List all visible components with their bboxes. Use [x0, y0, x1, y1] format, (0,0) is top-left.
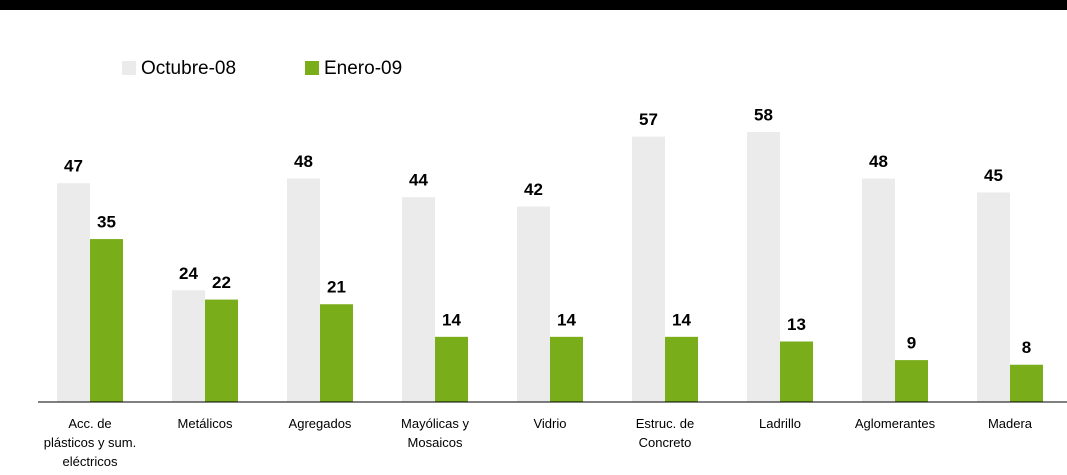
bar	[1010, 364, 1043, 402]
bar	[402, 197, 435, 402]
data-label: 8	[1022, 338, 1031, 357]
bar	[862, 178, 895, 402]
data-label: 24	[179, 264, 198, 283]
data-label: 35	[97, 213, 116, 232]
bar	[977, 192, 1010, 402]
bar	[287, 178, 320, 402]
data-label: 14	[672, 310, 691, 329]
legend-label: Enero-09	[324, 58, 402, 79]
data-label: 13	[787, 315, 806, 334]
legend-swatch	[122, 61, 136, 75]
data-label: 14	[442, 310, 461, 329]
bar	[747, 132, 780, 402]
x-tick-label: Estruc. de Concreto	[635, 416, 695, 450]
legend-swatch	[305, 61, 319, 75]
bar	[517, 206, 550, 402]
x-tick-label: Vidrio	[533, 416, 567, 431]
data-label: 21	[327, 278, 346, 297]
bar	[665, 336, 698, 402]
x-tick-label: Acc. de plásticos y sum. eléctricos	[43, 416, 137, 469]
x-tick-label: Metálicos	[177, 416, 233, 431]
data-label: 47	[64, 157, 83, 176]
bar	[90, 239, 123, 402]
legend-label: Octubre-08	[141, 58, 236, 79]
bar	[550, 336, 583, 402]
bar	[205, 299, 238, 402]
data-label: 22	[212, 273, 231, 292]
data-label: 44	[409, 171, 428, 190]
data-label: 42	[524, 180, 543, 199]
x-tick-label: Mayólicas y Mosaicos	[401, 416, 469, 450]
bar	[57, 183, 90, 402]
bar	[435, 336, 468, 402]
bar	[172, 290, 205, 402]
data-label: 48	[869, 152, 888, 171]
x-tick-label: Madera	[987, 416, 1033, 431]
data-label: 48	[294, 152, 313, 171]
x-tick-label: Agregados	[288, 416, 352, 431]
top-rule	[0, 0, 1067, 10]
data-label: 58	[754, 105, 773, 124]
bar	[895, 360, 928, 402]
data-label: 57	[639, 110, 658, 129]
data-label: 45	[984, 166, 1003, 185]
data-label: 14	[557, 310, 576, 329]
x-tick-label: Ladrillo	[759, 416, 801, 431]
data-label: 9	[907, 334, 916, 353]
bar	[632, 136, 665, 403]
x-tick-label: Aglomerantes	[854, 416, 936, 431]
bar	[320, 304, 353, 402]
bar	[780, 341, 813, 402]
